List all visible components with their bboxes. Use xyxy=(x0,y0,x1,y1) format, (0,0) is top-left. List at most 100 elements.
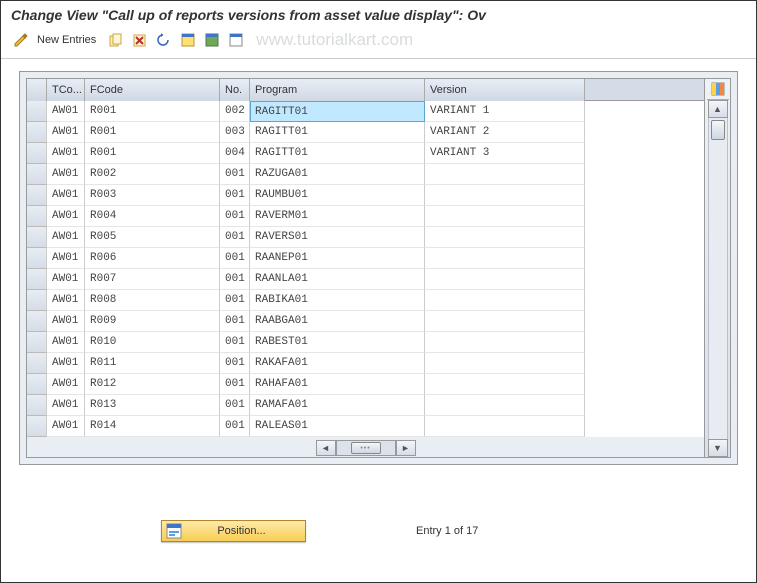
deselect-all-icon[interactable] xyxy=(226,30,246,50)
cell-program[interactable]: RAUMBU01 xyxy=(250,185,425,206)
cell-fcode[interactable]: R004 xyxy=(85,206,220,227)
col-no-header[interactable]: No. xyxy=(220,79,250,101)
cell-version[interactable] xyxy=(425,395,585,416)
cell-tco[interactable]: AW01 xyxy=(47,206,85,227)
select-block-icon[interactable] xyxy=(202,30,222,50)
table-row[interactable]: AW01R009001RAABGA01 xyxy=(27,311,704,332)
cell-program[interactable]: RAZUGA01 xyxy=(250,164,425,185)
toggle-edit-icon[interactable] xyxy=(11,30,31,50)
cell-fcode[interactable]: R013 xyxy=(85,395,220,416)
col-program-header[interactable]: Program xyxy=(250,79,425,101)
table-row[interactable]: AW01R006001RAANEP01 xyxy=(27,248,704,269)
undo-icon[interactable] xyxy=(154,30,174,50)
cell-no[interactable]: 001 xyxy=(220,332,250,353)
cell-no[interactable]: 001 xyxy=(220,290,250,311)
cell-program[interactable]: RAABGA01 xyxy=(250,311,425,332)
cell-fcode[interactable]: R001 xyxy=(85,143,220,164)
table-row[interactable]: AW01R005001RAVERS01 xyxy=(27,227,704,248)
cell-fcode[interactable]: R001 xyxy=(85,101,220,122)
cell-version[interactable]: VARIANT 1 xyxy=(425,101,585,122)
cell-version[interactable] xyxy=(425,206,585,227)
cell-version[interactable] xyxy=(425,248,585,269)
configure-columns-icon[interactable] xyxy=(707,79,729,100)
cell-version[interactable]: VARIANT 2 xyxy=(425,122,585,143)
cell-tco[interactable]: AW01 xyxy=(47,311,85,332)
cell-version[interactable] xyxy=(425,164,585,185)
cell-no[interactable]: 001 xyxy=(220,269,250,290)
vscroll-track[interactable] xyxy=(708,118,728,439)
cell-program[interactable]: RAANLA01 xyxy=(250,269,425,290)
cell-version[interactable] xyxy=(425,290,585,311)
cell-program[interactable]: RAGITT01 xyxy=(250,143,425,164)
cell-version[interactable] xyxy=(425,353,585,374)
row-selector[interactable] xyxy=(27,311,47,332)
cell-no[interactable]: 001 xyxy=(220,164,250,185)
select-all-icon[interactable] xyxy=(178,30,198,50)
cell-no[interactable]: 004 xyxy=(220,143,250,164)
row-selector[interactable] xyxy=(27,290,47,311)
cell-fcode[interactable]: R007 xyxy=(85,269,220,290)
row-selector[interactable] xyxy=(27,227,47,248)
row-selector[interactable] xyxy=(27,269,47,290)
cell-program[interactable]: RALEAS01 xyxy=(250,416,425,437)
table-row[interactable]: AW01R008001RABIKA01 xyxy=(27,290,704,311)
cell-program[interactable]: RABIKA01 xyxy=(250,290,425,311)
row-selector[interactable] xyxy=(27,416,47,437)
cell-fcode[interactable]: R006 xyxy=(85,248,220,269)
table-row[interactable]: AW01R001003RAGITT01VARIANT 2 xyxy=(27,122,704,143)
cell-no[interactable]: 001 xyxy=(220,227,250,248)
cell-fcode[interactable]: R009 xyxy=(85,311,220,332)
cell-fcode[interactable]: R003 xyxy=(85,185,220,206)
table-row[interactable]: AW01R013001RAMAFA01 xyxy=(27,395,704,416)
table-row[interactable]: AW01R014001RALEAS01 xyxy=(27,416,704,437)
cell-tco[interactable]: AW01 xyxy=(47,248,85,269)
cell-tco[interactable]: AW01 xyxy=(47,185,85,206)
row-selector[interactable] xyxy=(27,353,47,374)
row-selector[interactable] xyxy=(27,206,47,227)
scroll-up-button[interactable]: ▲ xyxy=(708,100,728,118)
cell-tco[interactable]: AW01 xyxy=(47,416,85,437)
cell-version[interactable]: VARIANT 3 xyxy=(425,143,585,164)
cell-fcode[interactable]: R012 xyxy=(85,374,220,395)
table-row[interactable]: AW01R001002RAGITT01VARIANT 1 xyxy=(27,101,704,122)
cell-program[interactable]: RAHAFA01 xyxy=(250,374,425,395)
table-row[interactable]: AW01R003001RAUMBU01 xyxy=(27,185,704,206)
cell-no[interactable]: 001 xyxy=(220,416,250,437)
table-row[interactable]: AW01R012001RAHAFA01 xyxy=(27,374,704,395)
row-selector[interactable] xyxy=(27,332,47,353)
table-row[interactable]: AW01R001004RAGITT01VARIANT 3 xyxy=(27,143,704,164)
table-row[interactable]: AW01R011001RAKAFA01 xyxy=(27,353,704,374)
cell-tco[interactable]: AW01 xyxy=(47,290,85,311)
cell-fcode[interactable]: R014 xyxy=(85,416,220,437)
hscroll-thumb[interactable]: ••• xyxy=(351,442,381,454)
cell-tco[interactable]: AW01 xyxy=(47,269,85,290)
cell-program[interactable]: RAMAFA01 xyxy=(250,395,425,416)
col-selector[interactable] xyxy=(27,79,47,101)
col-fcode-header[interactable]: FCode xyxy=(85,79,220,101)
row-selector[interactable] xyxy=(27,164,47,185)
cell-tco[interactable]: AW01 xyxy=(47,332,85,353)
scroll-right-button[interactable]: ► xyxy=(396,440,416,456)
hscroll-track[interactable]: ••• xyxy=(336,440,396,456)
cell-no[interactable]: 001 xyxy=(220,206,250,227)
table-row[interactable]: AW01R010001RABEST01 xyxy=(27,332,704,353)
cell-version[interactable] xyxy=(425,332,585,353)
cell-no[interactable]: 001 xyxy=(220,185,250,206)
cell-tco[interactable]: AW01 xyxy=(47,143,85,164)
cell-version[interactable] xyxy=(425,311,585,332)
cell-no[interactable]: 001 xyxy=(220,374,250,395)
new-entries-button[interactable]: New Entries xyxy=(35,34,102,46)
cell-program[interactable]: RAGITT01 xyxy=(250,101,425,122)
row-selector[interactable] xyxy=(27,374,47,395)
cell-tco[interactable]: AW01 xyxy=(47,164,85,185)
position-button[interactable]: Position... xyxy=(161,520,306,542)
cell-no[interactable]: 001 xyxy=(220,353,250,374)
cell-tco[interactable]: AW01 xyxy=(47,395,85,416)
cell-version[interactable] xyxy=(425,227,585,248)
col-version-header[interactable]: Version xyxy=(425,79,585,101)
col-tco-header[interactable]: TCo... xyxy=(47,79,85,101)
cell-program[interactable]: RAKAFA01 xyxy=(250,353,425,374)
cell-tco[interactable]: AW01 xyxy=(47,353,85,374)
cell-program[interactable]: RAVERS01 xyxy=(250,227,425,248)
cell-tco[interactable]: AW01 xyxy=(47,374,85,395)
